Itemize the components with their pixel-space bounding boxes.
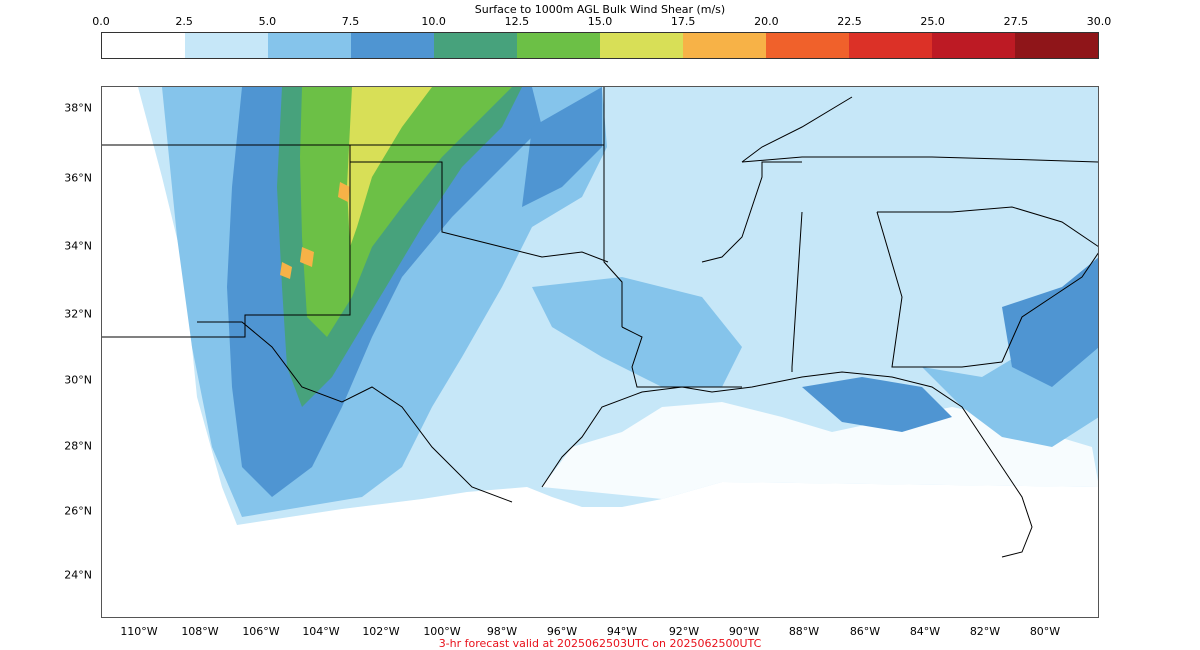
shear-yellow-core — [347, 87, 432, 247]
latitude-label: 30°N — [64, 373, 92, 387]
texas-oklahoma-border — [350, 161, 609, 263]
carolina-border — [877, 206, 1098, 247]
gulf-coastline — [541, 371, 1033, 558]
colorbar-segment — [185, 33, 268, 58]
colorbar-tick-label: 30.0 — [1086, 15, 1112, 28]
tennessee-border — [741, 156, 1098, 163]
arkansas-border — [603, 87, 623, 327]
mississippi-border — [701, 161, 802, 263]
shear-strong-east — [1002, 257, 1098, 387]
shear-medium-east — [922, 288, 1098, 447]
longitude-label: 86°W — [849, 625, 881, 638]
kentucky-border — [741, 96, 853, 163]
shear-orange-spot-2 — [300, 247, 314, 267]
longitude-label: 82°W — [969, 625, 1001, 638]
shear-strong-gulf — [802, 377, 952, 432]
colorbar-tick-label: 12.5 — [504, 15, 530, 28]
longitude-label: 98°W — [486, 625, 518, 638]
colorbar-tick-label: 2.5 — [175, 15, 193, 28]
latitude-label: 38°N — [64, 101, 92, 115]
colorbar-segment — [102, 33, 185, 58]
colorbar-tick-label: 25.0 — [920, 15, 945, 28]
colorbar-segment — [932, 33, 1015, 58]
colorbar-tick-label: 27.5 — [1003, 15, 1029, 28]
longitude-label: 102°W — [362, 625, 400, 638]
colorbar-segment — [600, 33, 683, 58]
colorbar-segment — [517, 33, 600, 58]
longitude-label: 84°W — [909, 625, 941, 638]
colorbar-tick-label: 22.5 — [837, 15, 862, 28]
colorbar-tick-label: 15.0 — [587, 15, 613, 28]
longitude-label: 94°W — [606, 625, 638, 638]
rio-grande — [197, 321, 513, 503]
colorbar-segment — [849, 33, 932, 58]
colorbar — [101, 32, 1099, 59]
longitude-label: 80°W — [1029, 625, 1061, 638]
longitude-label: 104°W — [302, 625, 340, 638]
colorbar-segment — [268, 33, 351, 58]
latitude-label: 26°N — [64, 504, 92, 518]
latitude-label: 24°N — [64, 568, 92, 582]
longitude-label: 108°W — [181, 625, 219, 638]
latitude-label: 34°N — [64, 239, 92, 253]
colorbar-tick-label: 0.0 — [92, 15, 110, 28]
colorbar-tick-label: 17.5 — [670, 15, 696, 28]
shear-medium-central — [532, 277, 742, 387]
georgia-border — [876, 211, 1003, 368]
colorbar-segment — [683, 33, 766, 58]
colorbar-segment — [766, 33, 849, 58]
colorbar-tick-label: 7.5 — [341, 15, 360, 28]
latitude-label: 32°N — [64, 307, 92, 321]
colorbar-segment — [1015, 33, 1098, 58]
forecast-valid-text: 3-hr forecast valid at 2025062503UTC on … — [438, 637, 762, 650]
longitude-label: 92°W — [668, 625, 700, 638]
colorbar-segment — [434, 33, 517, 58]
longitude-label: 88°W — [788, 625, 820, 638]
map-panel — [101, 86, 1099, 618]
wind-shear-map — [102, 87, 1098, 558]
shear-orange-spot-3 — [280, 262, 292, 279]
shear-strong-central — [522, 87, 602, 207]
colorbar-segment — [351, 33, 434, 58]
latitude-label: 36°N — [64, 171, 92, 185]
longitude-label: 106°W — [242, 625, 280, 638]
longitude-label: 100°W — [423, 625, 461, 638]
longitude-label: 110°W — [120, 625, 158, 638]
latitude-label: 28°N — [64, 439, 92, 453]
borders — [102, 87, 1098, 558]
gulf-calm-area — [542, 402, 1098, 499]
atlantic-coastline — [1001, 252, 1098, 363]
longitude-label: 90°W — [728, 625, 760, 638]
colorbar-ticks: 0.0 2.5 5.0 7.5 10.0 12.5 15.0 17.5 20.0 22.5 25.0… — [92, 15, 1111, 29]
colorbar-tick-label: 20.0 — [754, 15, 779, 28]
alabama-border — [791, 211, 803, 372]
colorbar-tick-label: 10.0 — [421, 15, 446, 28]
panhandle-border — [102, 145, 351, 338]
shear-orange-spot-1 — [338, 182, 350, 202]
longitude-label: 96°W — [546, 625, 578, 638]
colorbar-tick-label: 5.0 — [258, 15, 277, 28]
colorbar-title: Surface to 1000m AGL Bulk Wind Shear (m/… — [474, 3, 726, 16]
louisiana-border — [621, 326, 742, 388]
